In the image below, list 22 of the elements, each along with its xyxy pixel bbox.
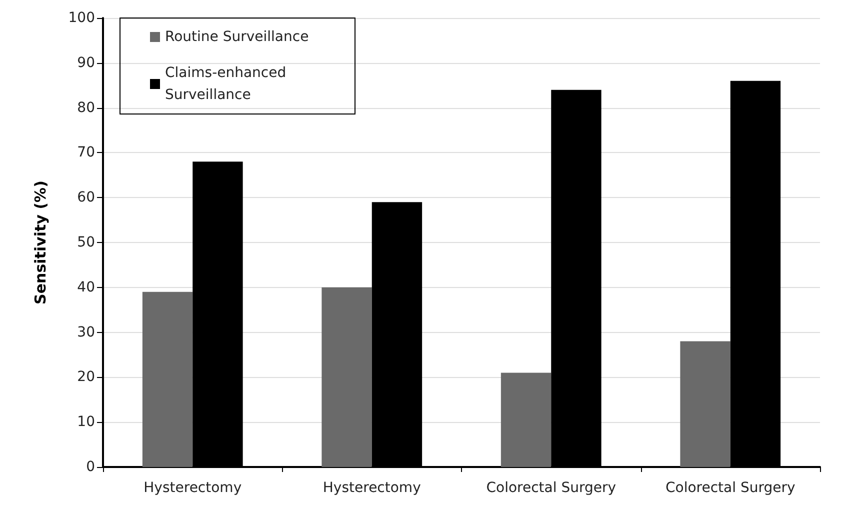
x-tick-label: Colorectal Surgery bbox=[665, 480, 796, 496]
bar bbox=[322, 287, 372, 467]
y-tick-label: 30 bbox=[77, 324, 95, 340]
y-tick-label: 100 bbox=[68, 10, 95, 26]
x-tick-label: Colorectal Surgery bbox=[486, 480, 616, 496]
y-tick-label: 20 bbox=[77, 369, 95, 386]
bar bbox=[500, 372, 552, 467]
y-tick-label: 80 bbox=[77, 100, 95, 116]
y-tick-label: 70 bbox=[77, 144, 95, 161]
y-tick-label: 10 bbox=[77, 414, 95, 430]
x-tick-label: Hysterectomy bbox=[144, 480, 242, 496]
bar bbox=[680, 341, 730, 467]
y-tick-label: 90 bbox=[77, 54, 95, 71]
y-tick-label: 60 bbox=[77, 190, 95, 206]
legend-label: Claims-enhanced Surveillance bbox=[165, 65, 291, 103]
legend-label: Routine Surveillance bbox=[165, 29, 309, 45]
y-tick-label: 40 bbox=[77, 279, 95, 296]
y-tick-label: 50 bbox=[77, 234, 95, 250]
bar bbox=[142, 292, 193, 467]
x-tick-label: Hysterectomy bbox=[322, 480, 421, 496]
y-axis-title: Sensitivity (%) bbox=[32, 180, 50, 304]
y-tick-label: 0 bbox=[86, 459, 95, 475]
